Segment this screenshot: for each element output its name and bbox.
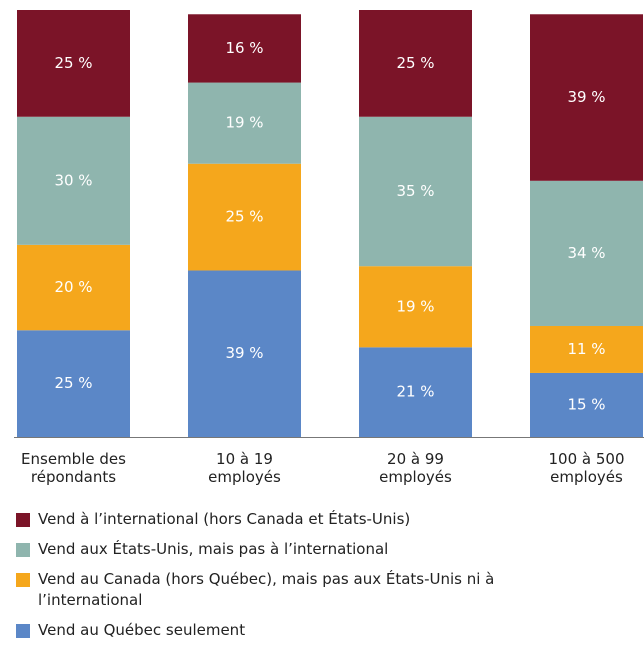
bar-segment xyxy=(359,10,472,117)
value-label: 16 % xyxy=(225,39,263,57)
legend-label: Vend au Canada (hors Québec), mais pas a… xyxy=(38,570,495,609)
value-label: 35 % xyxy=(396,182,434,200)
legend-swatch xyxy=(16,624,30,638)
legend-item: Vend à l’international (hors Canada et É… xyxy=(16,509,536,530)
legend-label: Vend au Québec seulement xyxy=(38,621,246,639)
bar-segment xyxy=(359,266,472,348)
legend-swatch xyxy=(16,573,30,587)
bar-segment xyxy=(530,180,643,326)
legend-item: Vend au Québec seulement xyxy=(16,620,536,641)
value-label: 39 % xyxy=(567,88,605,106)
legend: Vend à l’international (hors Canada et É… xyxy=(16,509,536,650)
x-tick-label: 100 à 500 employés xyxy=(548,450,625,486)
value-label: 25 % xyxy=(54,54,92,72)
bar-segment xyxy=(17,116,130,245)
bar-segment xyxy=(359,347,472,437)
bar-segment xyxy=(17,10,130,117)
legend-label: Vend aux États-Unis, mais pas à l’intern… xyxy=(38,540,389,558)
value-label: 25 % xyxy=(396,54,434,72)
bar-segment xyxy=(188,14,301,83)
value-label: 34 % xyxy=(567,244,605,262)
value-label: 30 % xyxy=(54,171,92,189)
value-label: 15 % xyxy=(567,395,605,413)
bar-segment xyxy=(17,244,130,331)
value-label: 39 % xyxy=(225,344,263,362)
legend-swatch xyxy=(16,513,30,527)
bar-segment xyxy=(188,163,301,271)
x-tick-label: 10 à 19 employés xyxy=(208,450,281,486)
value-label: 25 % xyxy=(54,374,92,392)
x-tick-label: Ensemble des répondants xyxy=(21,450,126,486)
bar-segment xyxy=(530,14,643,181)
bar-segment xyxy=(188,270,301,437)
bar-segment xyxy=(17,330,130,437)
x-tick-label: 20 à 99 employés xyxy=(379,450,452,486)
value-label: 19 % xyxy=(225,114,263,132)
value-label: 11 % xyxy=(567,340,605,358)
legend-swatch xyxy=(16,543,30,557)
bar-segment xyxy=(530,372,643,437)
value-label: 21 % xyxy=(396,383,434,401)
legend-item: Vend au Canada (hors Québec), mais pas a… xyxy=(16,569,536,611)
value-label: 19 % xyxy=(396,297,434,315)
bar-segment xyxy=(359,116,472,267)
bar-segment xyxy=(530,325,643,373)
value-label: 20 % xyxy=(54,278,92,296)
legend-label: Vend à l’international (hors Canada et É… xyxy=(38,510,411,528)
bar-segment xyxy=(188,82,301,164)
legend-item: Vend aux États-Unis, mais pas à l’intern… xyxy=(16,539,536,560)
value-label: 25 % xyxy=(225,208,263,226)
chart: 25 % 20 % 30 % 25 % 39 % 25 % 19 % 16 % 21 % 19 %… xyxy=(14,10,644,438)
